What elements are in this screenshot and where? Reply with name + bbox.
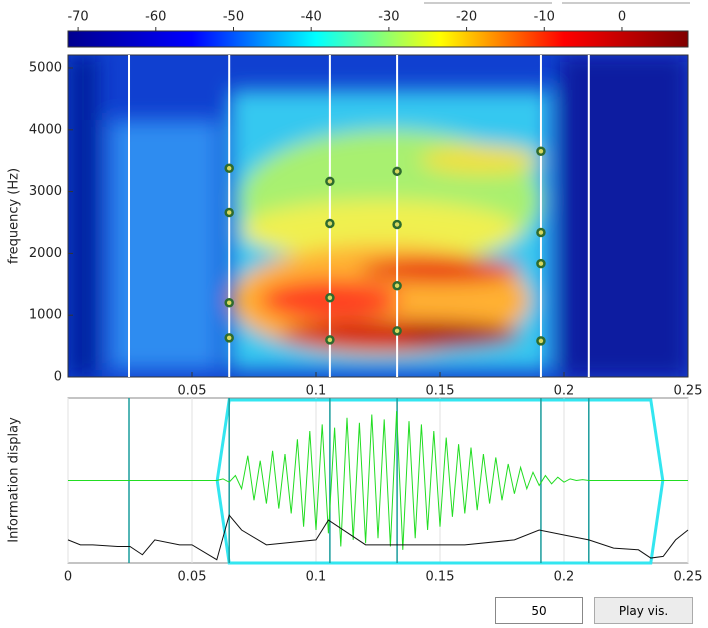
figure: -70 -60 -50 -40 -30 -20 -10 0 0 1000 2000 3000 4000 5… <box>7 2 703 585</box>
y-tick-label: 5000 <box>29 60 62 75</box>
x-tick-label: 0.15 <box>426 384 455 399</box>
formant-point <box>224 207 234 218</box>
series-line <box>67 514 689 561</box>
x-tick-label: 0.25 <box>674 384 703 399</box>
formant-point <box>392 219 402 230</box>
colorbar-tick-label: -30 <box>378 10 399 25</box>
y-axis-label: frequency (Hz) <box>7 168 22 264</box>
colorbar-tick-label: -70 <box>67 10 88 25</box>
colorbar <box>67 30 689 48</box>
formant-point <box>536 227 546 238</box>
y-tick-label: 3000 <box>29 184 62 199</box>
colorbar-tick-label: 0 <box>618 10 626 25</box>
x-tick-label: 0.1 <box>306 570 327 585</box>
x-tick-label: 0.2 <box>554 570 575 585</box>
series-line <box>68 411 688 550</box>
formant-point <box>392 280 402 291</box>
y-tick-label: 1000 <box>29 308 62 323</box>
spectrogram-frame <box>67 54 689 378</box>
x-tick-label: 0.05 <box>178 384 207 399</box>
formant-point <box>224 163 234 174</box>
formant-point <box>325 218 335 229</box>
colorbar-tick-label: -40 <box>301 10 322 25</box>
formant-point <box>325 335 335 345</box>
colorbar-tick-label: -20 <box>456 10 477 25</box>
spectrogram-image <box>68 55 688 377</box>
colorbar-tick-label: -50 <box>223 10 244 25</box>
y-tick-label: 4000 <box>29 122 62 137</box>
play-button[interactable]: Play vis. <box>594 597 693 624</box>
formant-point <box>392 166 402 177</box>
formant-point <box>224 298 234 308</box>
formant-point <box>536 336 546 346</box>
y-axis-label: Information display <box>7 417 22 543</box>
formant-point <box>536 258 546 269</box>
y-tick-label: 2000 <box>29 246 62 261</box>
x-tick-label: 0.15 <box>426 570 455 585</box>
formant-point <box>224 333 234 343</box>
x-tick-label: 0.05 <box>178 570 207 585</box>
x-tick-label: 0 <box>64 570 72 585</box>
formant-point <box>392 326 402 336</box>
colorbar-tick-label: -60 <box>145 10 166 25</box>
formant-point <box>536 146 546 156</box>
x-tick-label: 0.2 <box>554 384 575 399</box>
x-tick-label: 0.25 <box>674 570 703 585</box>
value-input[interactable]: 50 <box>495 597 583 624</box>
formant-point <box>325 293 335 303</box>
x-tick-label: 0.1 <box>306 384 327 399</box>
formant-point <box>325 176 335 187</box>
colorbar-tick-label: -10 <box>534 10 555 25</box>
y-tick-label: 0 <box>54 370 62 385</box>
